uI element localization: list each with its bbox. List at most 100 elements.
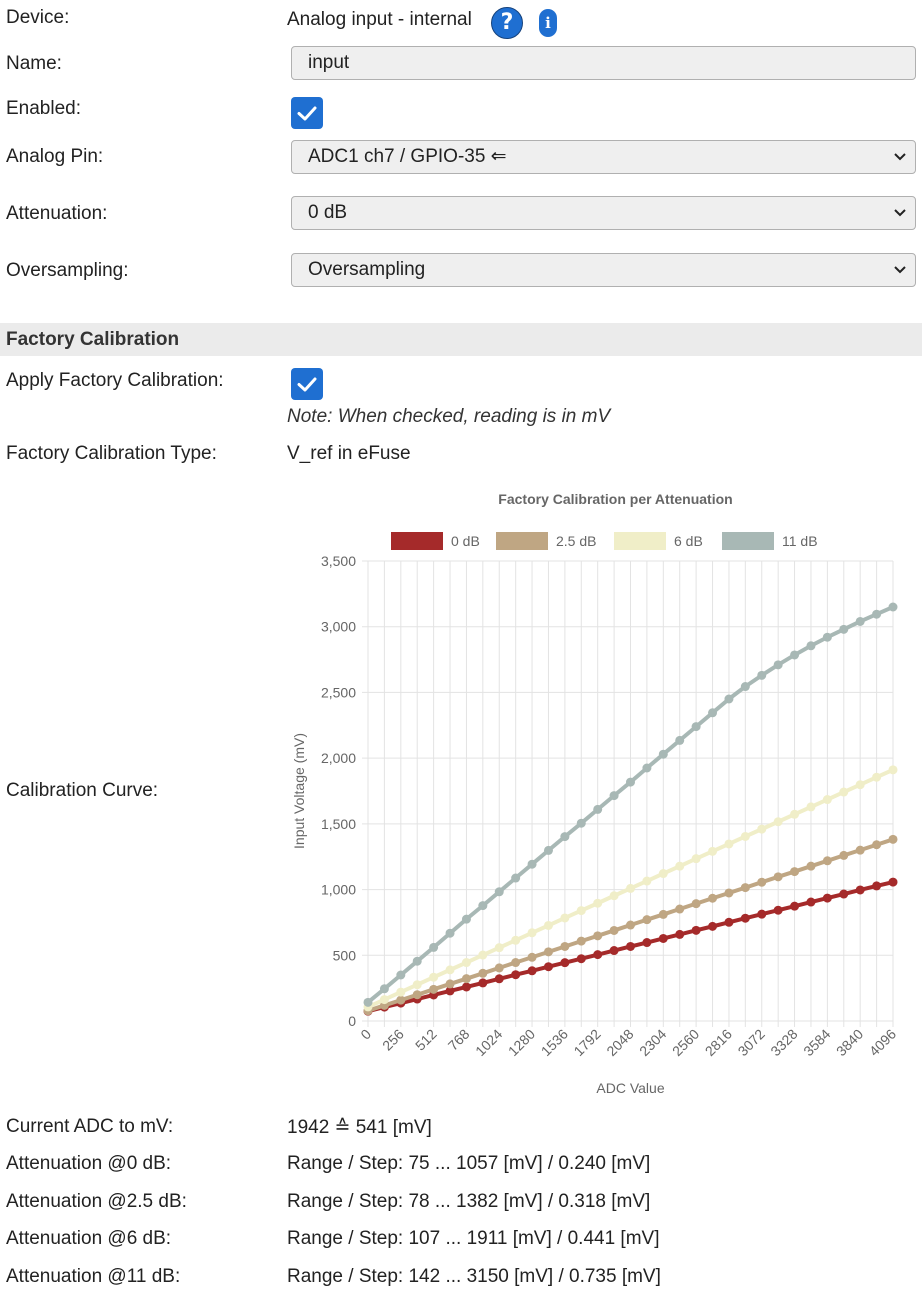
- attenuation-6db-label: Attenuation @6 dB:: [6, 1228, 172, 1249]
- y-tick-label: 3,500: [321, 553, 356, 569]
- series-point-1: [757, 877, 767, 887]
- y-tick-label: 1,000: [321, 882, 356, 898]
- series-point-3: [757, 670, 767, 680]
- attenuation-11db-row: Attenuation @11 dB: Range / Step: 142 ..…: [0, 1266, 922, 1292]
- enabled-row: Enabled:: [0, 97, 922, 133]
- series-point-0: [560, 958, 570, 968]
- enabled-checkbox[interactable]: [291, 97, 323, 129]
- calibration-curve-label: Calibration Curve:: [6, 780, 159, 801]
- series-point-2: [888, 765, 898, 775]
- series-point-2: [396, 987, 406, 997]
- oversampling-value: Oversampling: [308, 259, 426, 280]
- name-row: Name: input: [0, 46, 922, 82]
- series-point-0: [724, 917, 734, 927]
- x-tick-label: 256: [379, 1026, 407, 1054]
- series-point-2: [412, 980, 422, 990]
- info-icon[interactable]: i: [539, 9, 557, 37]
- series-point-0: [888, 877, 898, 887]
- series-point-3: [675, 735, 685, 745]
- series-point-1: [708, 893, 718, 903]
- y-tick-label: 2,500: [321, 684, 356, 700]
- series-point-3: [396, 970, 406, 980]
- series-point-2: [839, 787, 849, 797]
- y-tick-label: 1,500: [321, 816, 356, 832]
- series-point-0: [593, 950, 603, 960]
- attenuation-2-5db-row: Attenuation @2.5 dB: Range / Step: 78 ..…: [0, 1191, 922, 1217]
- attenuation-11db-value: Range / Step: 142 ... 3150 [mV] / 0.735 …: [287, 1266, 661, 1287]
- series-point-1: [609, 925, 619, 935]
- series-point-2: [609, 891, 619, 901]
- series-point-3: [790, 650, 800, 660]
- x-tick-label: 512: [412, 1026, 440, 1054]
- series-point-1: [527, 952, 537, 962]
- series-point-2: [708, 846, 718, 856]
- checkmark-icon: [297, 377, 317, 392]
- series-point-1: [790, 867, 800, 877]
- section-header: Factory Calibration: [0, 323, 922, 356]
- legend-swatch-0: [391, 532, 443, 550]
- series-point-3: [626, 777, 635, 787]
- oversampling-select[interactable]: Oversampling: [291, 253, 916, 287]
- series-point-3: [691, 722, 701, 732]
- series-point-0: [757, 909, 767, 919]
- apply-calibration-row: Apply Factory Calibration:: [0, 368, 922, 404]
- series-point-3: [543, 845, 553, 855]
- series-point-2: [773, 817, 783, 827]
- series-point-2: [790, 809, 800, 819]
- series-point-3: [429, 942, 439, 952]
- attenuation-select[interactable]: 0 dB: [291, 196, 916, 230]
- series-point-1: [691, 899, 701, 909]
- series-point-2: [806, 802, 816, 812]
- series-point-3: [888, 602, 898, 612]
- analog-pin-select[interactable]: ADC1 ch7 / GPIO-35 ⇐: [291, 140, 916, 174]
- series-point-2: [822, 795, 832, 805]
- calibration-curve-row: Calibration Curve:: [0, 780, 922, 806]
- series-point-2: [494, 943, 504, 953]
- legend-swatch-1: [496, 532, 548, 550]
- series-point-2: [658, 869, 668, 879]
- series-point-3: [724, 694, 734, 704]
- current-adc-label: Current ADC to mV:: [6, 1116, 174, 1137]
- x-tick-label: 1536: [538, 1026, 571, 1059]
- series-point-3: [872, 609, 882, 619]
- oversampling-row: Oversampling: Oversampling: [0, 253, 922, 289]
- series-point-3: [609, 791, 619, 801]
- name-label: Name:: [6, 53, 62, 74]
- question-circle-icon[interactable]: ?: [491, 7, 523, 39]
- calibration-type-value: V_ref in eFuse: [287, 443, 411, 464]
- chevron-down-icon: [894, 153, 906, 161]
- series-point-1: [740, 883, 750, 893]
- series-point-2: [740, 831, 750, 841]
- series-point-1: [658, 909, 668, 919]
- analog-pin-row: Analog Pin: ADC1 ch7 / GPIO-35 ⇐: [0, 140, 922, 176]
- apply-calibration-checkbox[interactable]: [291, 368, 323, 400]
- analog-pin-label: Analog Pin:: [6, 146, 104, 167]
- series-point-1: [773, 872, 783, 882]
- device-label: Device:: [6, 7, 70, 28]
- name-input[interactable]: input: [291, 46, 916, 80]
- series-point-2: [511, 935, 521, 945]
- legend-label-3: 11 dB: [782, 533, 818, 549]
- series-point-0: [626, 941, 635, 951]
- series-point-2: [675, 861, 685, 871]
- series-point-2: [543, 920, 553, 930]
- oversampling-label: Oversampling:: [6, 260, 129, 281]
- series-point-3: [527, 859, 537, 869]
- series-point-3: [363, 997, 373, 1007]
- attenuation-0db-row: Attenuation @0 dB: Range / Step: 75 ... …: [0, 1153, 922, 1179]
- series-point-1: [445, 979, 455, 989]
- x-tick-label: 2048: [603, 1026, 636, 1059]
- current-adc-value: 1942 ≙ 541 [mV]: [287, 1117, 432, 1138]
- series-point-3: [412, 956, 422, 966]
- series-point-2: [626, 883, 635, 893]
- series-point-1: [724, 888, 734, 898]
- series-point-2: [872, 772, 882, 782]
- series-point-0: [740, 913, 750, 923]
- apply-calibration-label: Apply Factory Calibration:: [6, 370, 224, 391]
- chevron-down-icon: [894, 266, 906, 274]
- series-point-0: [773, 905, 783, 915]
- series-point-1: [888, 834, 898, 844]
- series-point-3: [855, 616, 865, 626]
- series-point-1: [576, 936, 586, 946]
- series-point-1: [642, 915, 652, 925]
